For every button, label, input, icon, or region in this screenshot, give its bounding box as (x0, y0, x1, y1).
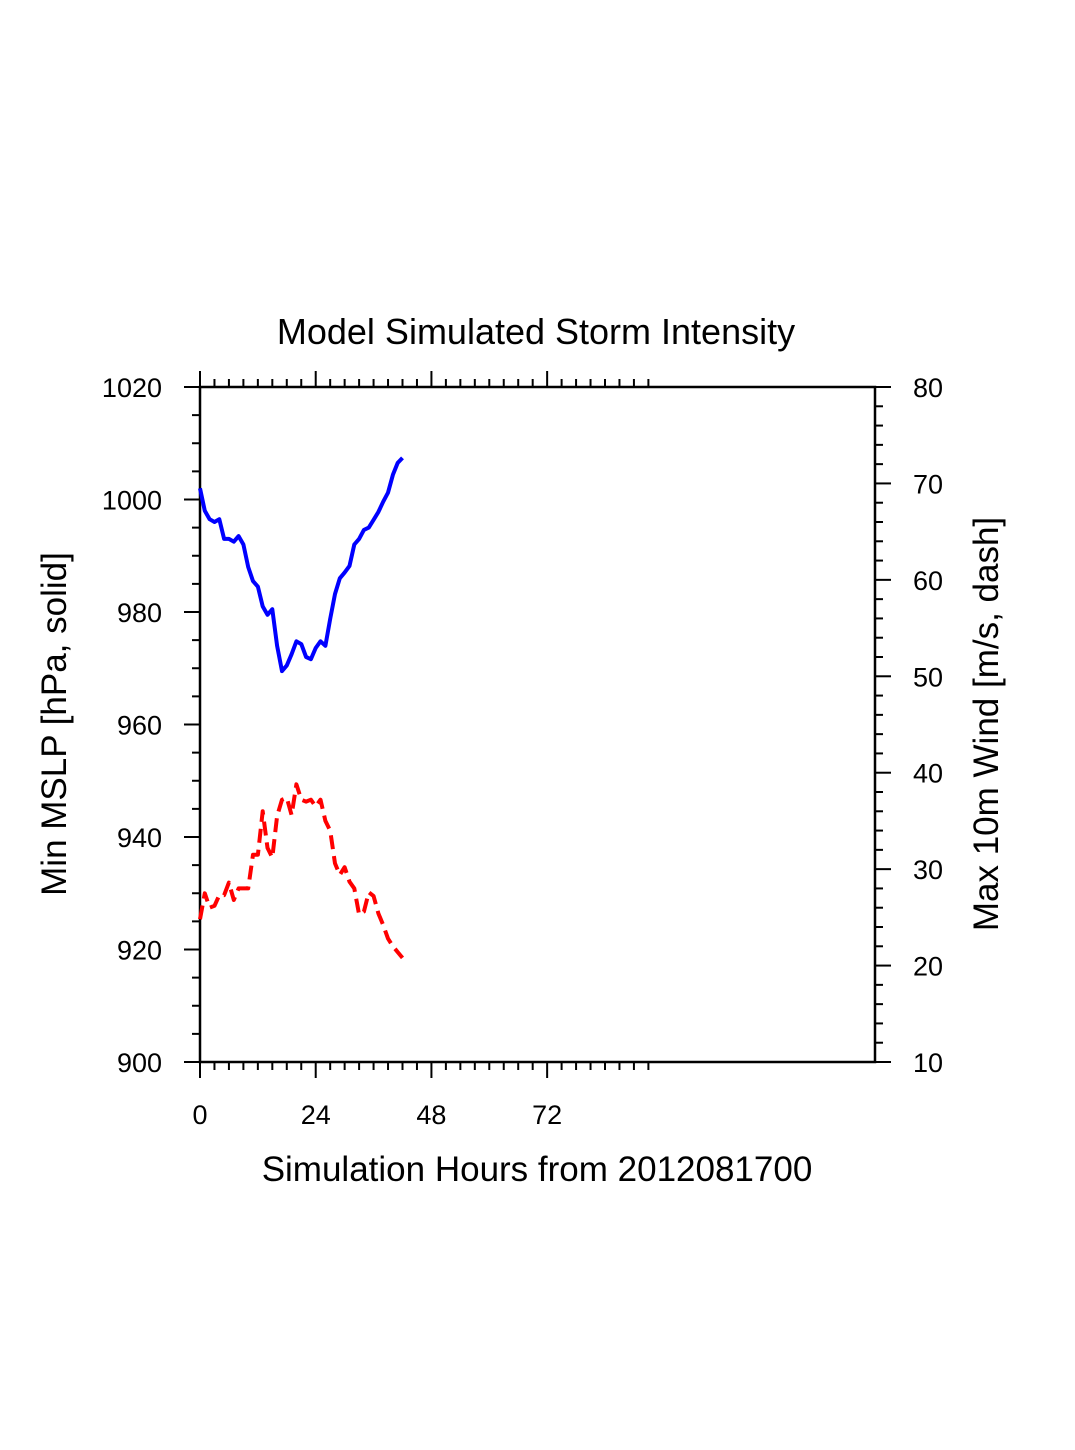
axis-ticks (184, 371, 891, 1078)
y-left-tick-label: 920 (117, 936, 162, 966)
chart-title: Model Simulated Storm Intensity (277, 311, 795, 352)
y-right-tick-label: 80 (913, 373, 943, 403)
plot-border (198, 385, 877, 1064)
y-right-tick-label: 30 (913, 855, 943, 885)
wind-series-line (198, 782, 405, 960)
plot-frame (198, 385, 877, 1064)
y-axis-label-right: Max 10m Wind [m/s, dash] (967, 517, 1006, 931)
y-right-tick-label: 10 (913, 1048, 943, 1078)
y-left-tick-label: 980 (117, 598, 162, 628)
y-left-tick-label: 900 (117, 1048, 162, 1078)
x-tick-label: 48 (416, 1100, 446, 1130)
y-left-tick-label: 1000 (102, 486, 162, 516)
y-left-tick-label: 960 (117, 711, 162, 741)
y-left-tick-label: 940 (117, 823, 162, 853)
y-axis-label-left: Min MSLP [hPa, solid] (35, 552, 74, 896)
y-left-tick-label: 1020 (102, 373, 162, 403)
y-right-tick-label: 20 (913, 952, 943, 982)
x-tick-label: 72 (532, 1100, 562, 1130)
y-right-tick-label: 70 (913, 469, 943, 499)
x-axis-label: Simulation Hours from 2012081700 (262, 1150, 813, 1189)
plot-series (198, 456, 405, 960)
mslp-series-line (198, 456, 404, 674)
y-right-tick-label: 60 (913, 566, 943, 596)
x-tick-label: 24 (301, 1100, 331, 1130)
tick-labels: 0 24 48 72900920940960980100010201020304050… (102, 373, 943, 1130)
y-right-tick-label: 50 (913, 662, 943, 692)
x-tick-label: 0 (192, 1100, 207, 1130)
y-right-tick-label: 40 (913, 759, 943, 789)
